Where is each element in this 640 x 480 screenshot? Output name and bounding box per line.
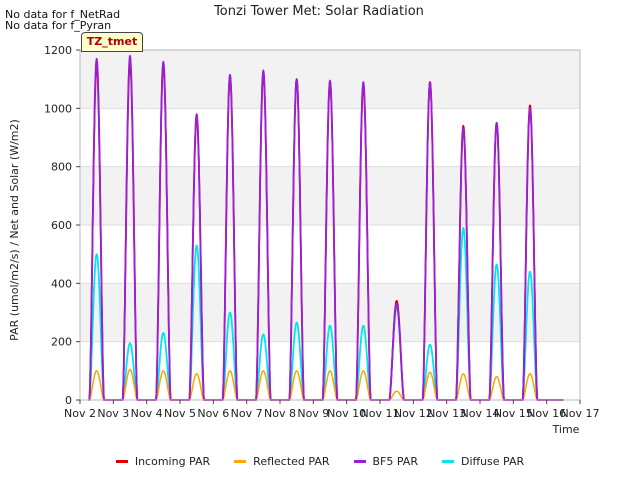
x-tick-label: Nov 3 bbox=[97, 407, 129, 420]
x-axis-label: Time bbox=[552, 423, 580, 436]
y-tick-label: 0 bbox=[65, 394, 72, 407]
x-tick-label: Nov 16 bbox=[527, 407, 566, 420]
y-tick-label: 800 bbox=[51, 161, 72, 174]
x-axis-ticks: Nov 2 Nov 3 Nov 4 Nov 5 Nov 6 Nov 7 Nov 8 Nov 9… bbox=[64, 400, 599, 420]
legend-swatch bbox=[353, 459, 366, 463]
legend-swatch bbox=[115, 459, 128, 463]
no-data-pyran: No data for f_Pyran bbox=[5, 19, 112, 32]
legend-label: BF5 PAR bbox=[372, 454, 418, 468]
plot-band bbox=[80, 166, 580, 225]
y-tick-label: 1000 bbox=[44, 102, 72, 115]
x-tick-label: Nov 7 bbox=[231, 407, 263, 420]
y-axis-label: PAR (umol/m2/s) / Net and Solar (W/m2) bbox=[8, 119, 21, 341]
x-tick-label: Nov 4 bbox=[131, 407, 163, 420]
x-tick-label: Nov 2 bbox=[64, 407, 96, 420]
plot-bands bbox=[80, 50, 580, 342]
legend: Incoming PAR Reflected PAR BF5 PAR Diffu… bbox=[0, 452, 640, 470]
x-tick-label: Nov 9 bbox=[297, 407, 329, 420]
y-axis-ticks: 0 200 400 600 800 1000 1200 bbox=[44, 44, 80, 407]
plot-band bbox=[80, 283, 580, 342]
site-tag: TZ_tmet bbox=[81, 32, 143, 52]
x-tick-label: Nov 12 bbox=[394, 407, 433, 420]
chart-title: Tonzi Tower Met: Solar Radiation bbox=[213, 4, 424, 19]
legend-label: Incoming PAR bbox=[134, 454, 211, 468]
x-tick-label: Nov 6 bbox=[197, 407, 229, 420]
x-tick-label: Nov 17 bbox=[561, 407, 600, 420]
y-tick-label: 1200 bbox=[44, 44, 72, 57]
x-tick-label: Nov 10 bbox=[327, 407, 366, 420]
legend-label: Diffuse PAR bbox=[460, 454, 525, 468]
y-tick-label: 200 bbox=[51, 336, 72, 349]
plot-band bbox=[80, 50, 580, 109]
x-tick-label: Nov 11 bbox=[361, 407, 400, 420]
no-data-netrad: No data for f_NetRad bbox=[5, 8, 121, 21]
legend-item-reflected-par: Reflected PAR bbox=[234, 454, 330, 468]
legend-item-incoming-par: Incoming PAR bbox=[115, 454, 211, 468]
x-tick-label: Nov 5 bbox=[164, 407, 196, 420]
x-tick-label: Nov 14 bbox=[461, 407, 500, 420]
legend-swatch bbox=[441, 459, 454, 463]
x-tick-label: Nov 8 bbox=[264, 407, 296, 420]
legend-item-diffuse-par: Diffuse PAR bbox=[441, 454, 525, 468]
y-tick-label: 600 bbox=[51, 219, 72, 232]
series-line-reflected-par bbox=[88, 368, 564, 401]
y-tick-label: 400 bbox=[51, 277, 72, 290]
legend-swatch bbox=[234, 459, 247, 463]
x-tick-label: Nov 15 bbox=[494, 407, 533, 420]
legend-label: Reflected PAR bbox=[253, 454, 330, 468]
x-tick-label: Nov 13 bbox=[427, 407, 466, 420]
legend-item-bf5-par: BF5 PAR bbox=[353, 454, 418, 468]
